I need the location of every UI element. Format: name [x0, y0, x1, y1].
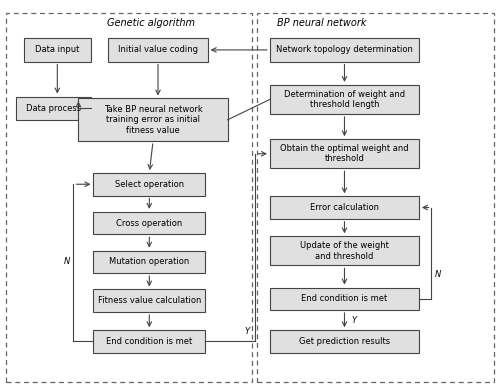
- FancyBboxPatch shape: [94, 251, 206, 273]
- Text: Take BP neural network
training error as initial
fitness value: Take BP neural network training error as…: [104, 105, 202, 135]
- FancyBboxPatch shape: [270, 330, 419, 353]
- FancyBboxPatch shape: [270, 38, 419, 61]
- Text: Y: Y: [245, 327, 250, 336]
- Text: Y: Y: [352, 316, 357, 325]
- Text: Mutation operation: Mutation operation: [109, 257, 190, 266]
- Text: Network topology determination: Network topology determination: [276, 45, 413, 54]
- Text: Get prediction results: Get prediction results: [299, 337, 390, 346]
- FancyBboxPatch shape: [24, 38, 91, 61]
- FancyBboxPatch shape: [94, 330, 206, 353]
- Text: Select operation: Select operation: [115, 180, 184, 189]
- FancyBboxPatch shape: [94, 212, 206, 234]
- FancyBboxPatch shape: [270, 85, 419, 114]
- Text: Determination of weight and
threshold length: Determination of weight and threshold le…: [284, 90, 405, 109]
- Text: Initial value coding: Initial value coding: [118, 45, 198, 54]
- Text: End condition is met: End condition is met: [106, 337, 192, 346]
- Text: Data process: Data process: [26, 104, 81, 113]
- FancyBboxPatch shape: [78, 99, 228, 141]
- Text: Fitness value calculation: Fitness value calculation: [98, 296, 201, 305]
- FancyBboxPatch shape: [94, 289, 206, 312]
- Bar: [6, 13, 252, 382]
- FancyBboxPatch shape: [270, 139, 419, 168]
- Text: BP neural network: BP neural network: [278, 18, 367, 28]
- FancyBboxPatch shape: [16, 97, 91, 120]
- FancyBboxPatch shape: [270, 196, 419, 219]
- Text: Genetic algorithm: Genetic algorithm: [106, 18, 194, 28]
- Text: N: N: [64, 257, 70, 266]
- Text: Cross operation: Cross operation: [116, 219, 182, 228]
- FancyBboxPatch shape: [270, 236, 419, 265]
- Text: N: N: [435, 270, 441, 279]
- Text: Obtain the optimal weight and
threshold: Obtain the optimal weight and threshold: [280, 144, 409, 163]
- FancyBboxPatch shape: [270, 287, 419, 310]
- Text: Data input: Data input: [35, 45, 80, 54]
- Text: End condition is met: End condition is met: [302, 294, 388, 303]
- Text: Update of the weight
and threshold: Update of the weight and threshold: [300, 241, 389, 260]
- Text: Error calculation: Error calculation: [310, 203, 379, 212]
- FancyBboxPatch shape: [108, 38, 208, 61]
- FancyBboxPatch shape: [94, 173, 206, 196]
- Bar: [258, 13, 494, 382]
